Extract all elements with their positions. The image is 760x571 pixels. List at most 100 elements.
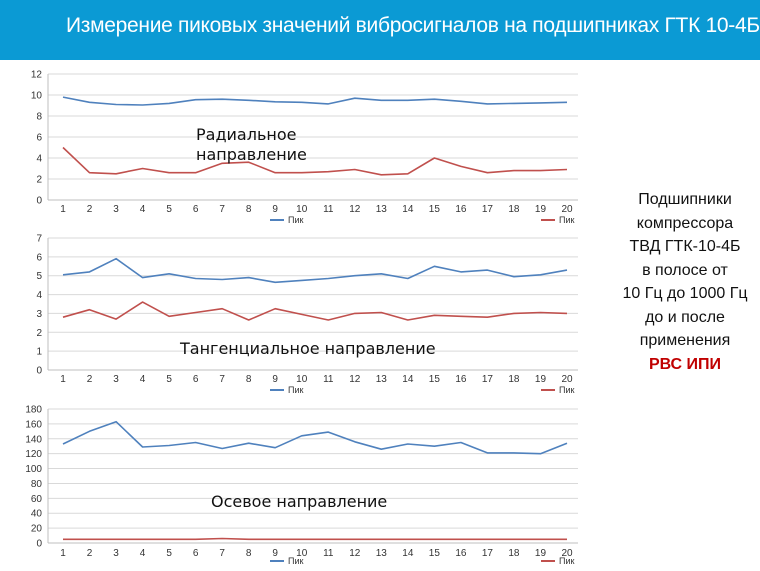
x-tick-label: 10 bbox=[296, 374, 308, 385]
x-tick-label: 6 bbox=[193, 374, 199, 385]
header-bar: Измерение пиковых значений вибросигналов… bbox=[0, 0, 760, 60]
x-tick-label: 3 bbox=[113, 204, 119, 215]
x-tick-label: 17 bbox=[482, 548, 494, 559]
x-tick-label: 9 bbox=[272, 548, 278, 559]
x-tick-label: 12 bbox=[349, 204, 361, 215]
page-title: Измерение пиковых значений вибросигналов… bbox=[66, 14, 760, 37]
chart-annotation: Радиальное bbox=[196, 125, 296, 144]
x-tick-label: 13 bbox=[376, 548, 388, 559]
x-tick-label: 8 bbox=[246, 374, 252, 385]
x-tick-label: 18 bbox=[508, 204, 520, 215]
x-tick-label: 16 bbox=[455, 374, 467, 385]
chart-annotation: направление bbox=[196, 145, 307, 164]
y-tick-label: 0 bbox=[36, 196, 42, 207]
series-line-2 bbox=[62, 301, 568, 321]
x-tick-label: 20 bbox=[561, 204, 573, 215]
y-tick-label: 160 bbox=[25, 419, 42, 430]
x-tick-label: 2 bbox=[87, 548, 93, 559]
x-tick-label: 8 bbox=[246, 204, 252, 215]
y-tick-label: 60 bbox=[31, 494, 43, 505]
legend-label: Пик bbox=[559, 556, 574, 566]
x-tick-label: 13 bbox=[376, 374, 388, 385]
x-tick-label: 3 bbox=[113, 548, 119, 559]
x-tick-label: 7 bbox=[219, 374, 225, 385]
y-tick-label: 100 bbox=[25, 464, 42, 475]
series-line-1 bbox=[62, 96, 568, 106]
x-tick-label: 16 bbox=[455, 204, 467, 215]
chart-annotation: Тангенциальное направление bbox=[179, 339, 436, 358]
x-tick-label: 14 bbox=[402, 374, 414, 385]
x-tick-label: 5 bbox=[166, 204, 172, 215]
y-tick-label: 0 bbox=[36, 539, 42, 550]
x-tick-label: 1 bbox=[60, 204, 66, 215]
x-tick-label: 10 bbox=[296, 548, 308, 559]
y-tick-label: 6 bbox=[36, 252, 42, 263]
x-tick-label: 19 bbox=[535, 204, 547, 215]
x-tick-label: 9 bbox=[272, 374, 278, 385]
y-tick-label: 20 bbox=[31, 524, 43, 535]
side-line: до и после bbox=[645, 308, 725, 326]
y-tick-label: 8 bbox=[36, 112, 42, 123]
x-tick-label: 13 bbox=[376, 204, 388, 215]
x-tick-label: 10 bbox=[296, 204, 308, 215]
x-tick-label: 11 bbox=[323, 204, 334, 215]
x-tick-label: 14 bbox=[402, 204, 414, 215]
x-tick-label: 12 bbox=[349, 548, 361, 559]
series-line-2 bbox=[63, 537, 567, 541]
x-tick-label: 11 bbox=[323, 374, 334, 385]
x-tick-label: 5 bbox=[166, 374, 172, 385]
x-tick-label: 16 bbox=[455, 548, 467, 559]
y-tick-label: 1 bbox=[36, 347, 42, 358]
x-tick-label: 20 bbox=[561, 374, 573, 385]
y-tick-label: 6 bbox=[36, 133, 42, 144]
side-line: в полосе от bbox=[642, 261, 728, 279]
x-tick-label: 18 bbox=[508, 548, 520, 559]
x-tick-label: 19 bbox=[535, 374, 547, 385]
side-line: компрессора bbox=[636, 214, 734, 232]
x-tick-label: 9 bbox=[272, 204, 278, 215]
x-tick-label: 6 bbox=[193, 204, 199, 215]
y-tick-label: 2 bbox=[36, 175, 42, 186]
y-tick-label: 180 bbox=[25, 405, 42, 416]
x-tick-label: 7 bbox=[219, 204, 225, 215]
side-description: Подшипники компрессора ТВД ГТК-10-4Б в п… bbox=[610, 188, 760, 376]
series-line-2 bbox=[62, 146, 568, 176]
x-tick-label: 18 bbox=[508, 374, 520, 385]
x-tick-label: 17 bbox=[482, 374, 494, 385]
x-tick-label: 14 bbox=[402, 548, 414, 559]
x-tick-label: 2 bbox=[87, 204, 93, 215]
x-tick-label: 2 bbox=[87, 374, 93, 385]
side-line: Подшипники bbox=[638, 191, 732, 208]
x-tick-label: 4 bbox=[140, 204, 146, 215]
series-line-1 bbox=[62, 420, 568, 455]
side-line: 10 Гц до 1000 Гц bbox=[622, 285, 748, 302]
x-tick-label: 1 bbox=[60, 548, 66, 559]
x-tick-label: 12 bbox=[349, 374, 361, 385]
x-tick-label: 8 bbox=[246, 548, 252, 559]
y-tick-label: 120 bbox=[25, 449, 42, 460]
x-tick-label: 15 bbox=[429, 204, 441, 215]
x-tick-label: 4 bbox=[140, 548, 146, 559]
x-tick-label: 11 bbox=[323, 548, 334, 559]
y-tick-label: 7 bbox=[36, 234, 42, 245]
y-tick-label: 4 bbox=[36, 154, 42, 165]
side-line: применения bbox=[639, 332, 731, 349]
legend-label: Пик bbox=[559, 385, 574, 395]
y-tick-label: 10 bbox=[31, 91, 43, 102]
x-tick-label: 3 bbox=[113, 374, 119, 385]
legend-label: Пик bbox=[559, 215, 574, 225]
y-tick-label: 12 bbox=[31, 70, 43, 81]
x-tick-label: 15 bbox=[429, 374, 441, 385]
y-tick-label: 4 bbox=[36, 290, 42, 301]
side-line: ТВД ГТК-10-4Б bbox=[629, 238, 741, 255]
y-tick-label: 40 bbox=[31, 509, 43, 520]
legend-label: Пик bbox=[288, 556, 303, 566]
x-tick-label: 15 bbox=[429, 548, 441, 559]
y-tick-label: 140 bbox=[25, 434, 42, 445]
y-tick-label: 5 bbox=[36, 271, 42, 282]
x-tick-label: 1 bbox=[60, 374, 66, 385]
y-tick-label: 0 bbox=[36, 366, 42, 377]
